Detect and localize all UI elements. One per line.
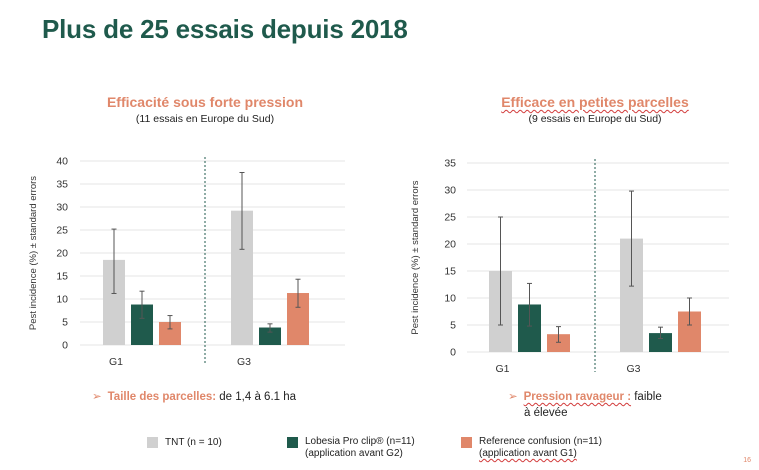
bar (649, 333, 672, 352)
bar (259, 327, 281, 345)
right-bullet-label: Pression ravageur : (523, 391, 632, 403)
y-tick-label: 20 (56, 248, 68, 260)
left-chart: Pest incidence (%) ± standard errors 0 5 10… (28, 156, 345, 368)
right-bullet: ➢ Pression ravageur : faible à élevée (508, 389, 662, 421)
bar (547, 334, 570, 352)
left-bullet-label: Taille des parcelles: (107, 391, 217, 403)
y-tick-label: 30 (56, 202, 68, 214)
left-chart-title: Efficacité sous forte pression (106, 94, 304, 110)
right-chart-title-text: Efficace en petites parcelles (501, 94, 689, 110)
bar (231, 210, 253, 345)
y-tick-label: 15 (444, 266, 456, 278)
bar (287, 293, 309, 345)
y-tick-label: 30 (444, 185, 456, 197)
bar (678, 311, 701, 352)
legend-swatch-tnt (147, 437, 158, 448)
page-number: 16 (743, 457, 751, 464)
legend-tnt: TNT (n = 10) (165, 437, 222, 448)
y-axis-label: Pest incidence (%) ± standard errors (28, 176, 39, 330)
slide-title: Plus de 25 essais depuis 2018 (42, 14, 408, 44)
legend-lobesia-line1: Lobesia Pro clip® (n=11) (305, 436, 415, 447)
right-chart-title: Efficace en petites parcelles (450, 94, 740, 110)
y-tick-label: 15 (56, 271, 68, 283)
legend-reference-line2: (application avant G1) (479, 448, 577, 459)
x-tick-label: G3 (626, 363, 640, 375)
arrow-icon: ➢ (508, 391, 518, 403)
right-bullet-text2: à élevée (524, 407, 568, 419)
x-tick-label: G1 (109, 356, 123, 368)
x-tick-label: G1 (495, 363, 509, 375)
legend-swatch-lobesia (287, 437, 298, 448)
bar (131, 304, 153, 345)
left-bullet-text: de 1,4 à 6.1 ha (216, 391, 297, 403)
right-bullet-text: faible (631, 391, 662, 403)
y-tick-label: 0 (450, 347, 456, 359)
y-tick-label: 10 (444, 293, 456, 305)
y-tick-label: 35 (444, 158, 456, 170)
left-chart-subtitle: (11 essais en Europe du Sud) (135, 113, 275, 125)
x-tick-label: G3 (237, 356, 251, 368)
legend-swatch-reference (461, 437, 472, 448)
bar (620, 238, 643, 352)
y-tick-label: 20 (444, 239, 456, 251)
bar (518, 304, 541, 352)
y-tick-label: 0 (62, 340, 68, 352)
y-axis-label: Pest incidence (%) ± standard errors (410, 180, 421, 334)
y-tick-label: 5 (62, 317, 68, 329)
bar (103, 259, 125, 345)
right-chart-subtitle: (9 essais en Europe du Sud) (528, 113, 662, 125)
arrow-icon: ➢ (92, 391, 102, 403)
y-tick-label: 25 (444, 212, 456, 224)
y-tick-label: 40 (56, 156, 68, 168)
y-tick-label: 5 (450, 320, 456, 332)
left-bullet: ➢ Taille des parcelles: de 1,4 à 6.1 ha (92, 389, 296, 405)
legend-lobesia-line2: (application avant G2) (305, 448, 403, 459)
y-tick-label: 10 (56, 294, 68, 306)
legend-reference-line1: Reference confusion (n=11) (479, 436, 602, 447)
right-chart: Pest incidence (%) ± standard errors 0 5 10… (410, 158, 729, 375)
y-tick-label: 35 (56, 179, 68, 191)
y-tick-label: 25 (56, 225, 68, 237)
bar (159, 322, 181, 345)
